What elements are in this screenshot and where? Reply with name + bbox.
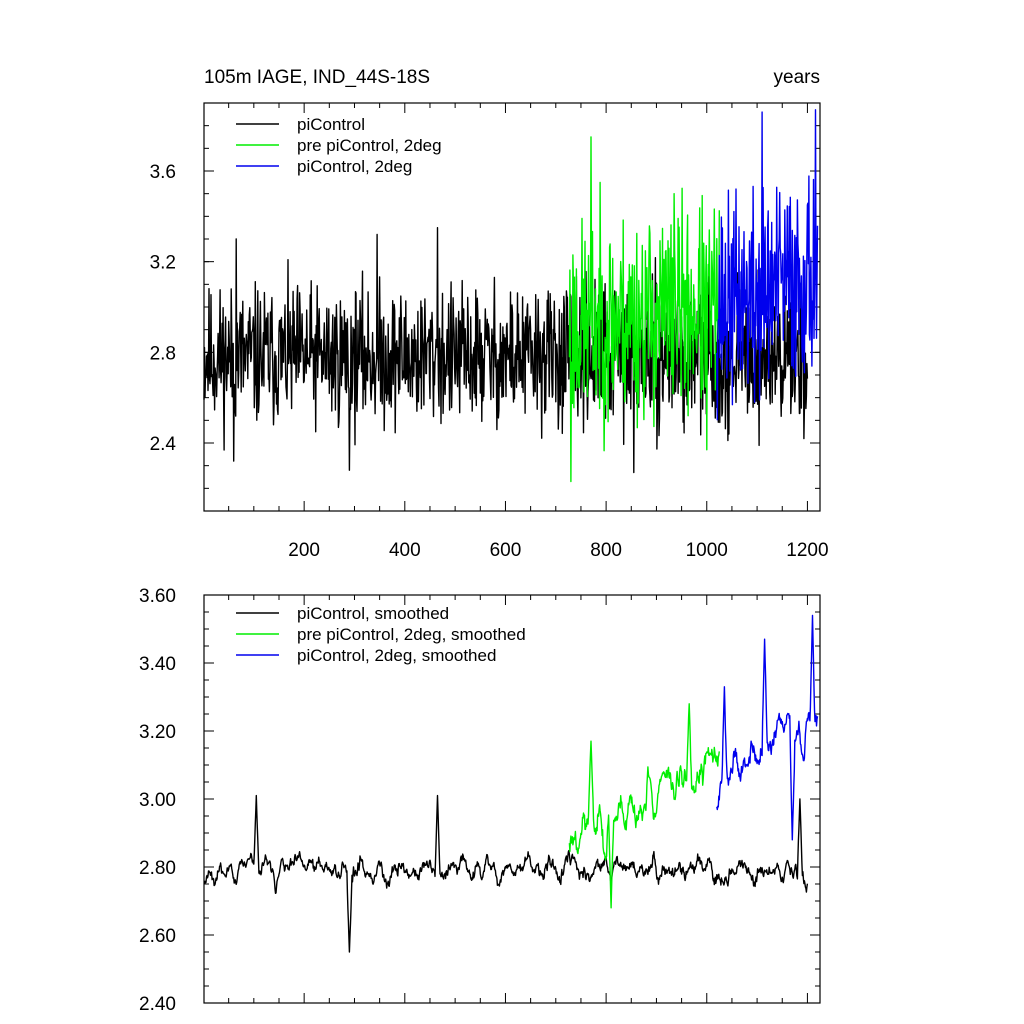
y-tick-label: 2.60 — [139, 926, 176, 947]
series-line-picontrol-smoothed — [203, 794, 809, 953]
plot-frame — [203, 594, 821, 1004]
y-tick-label: 2.80 — [139, 858, 176, 879]
legend: piControl, smoothed pre piControl, 2deg, … — [236, 604, 526, 665]
x-tick-label: 1000 — [686, 540, 728, 561]
plot-area — [203, 614, 819, 953]
y-tick-label: 3.6 — [150, 162, 176, 183]
series-line-pre-picontrol-2deg-smoothed — [568, 703, 720, 909]
legend-label: piControl, 2deg — [297, 157, 412, 176]
x-tick-label: 400 — [389, 540, 421, 561]
series-line-picontrol-2deg — [716, 109, 819, 421]
y-tick-label: 3.00 — [139, 790, 176, 811]
y-tick-label: 3.2 — [150, 253, 176, 274]
panel-smoothed: 2.40 2.60 2.80 3.00 3.20 3.40 3.60 piControl, … — [139, 586, 821, 1015]
x-tick-label: 200 — [288, 540, 320, 561]
y-tick-label: 3.40 — [139, 654, 176, 675]
series-line-picontrol-2deg-smoothed — [716, 614, 819, 841]
plot-area — [203, 109, 819, 483]
y-tick-label: 2.40 — [139, 994, 176, 1015]
legend-label: pre piControl, 2deg, smoothed — [297, 625, 526, 644]
series-line-pre-picontrol-2deg — [568, 136, 720, 483]
panel-title: 105m IAGE, IND_44S-18S — [204, 67, 430, 88]
legend-label: piControl, 2deg, smoothed — [297, 646, 496, 665]
axis-ticks: 200 400 600 800 1000 1200 2.4 2.8 3.2 3.6 — [150, 102, 829, 561]
y-tick-label: 3.20 — [139, 722, 176, 743]
y-tick-label: 3.60 — [139, 586, 176, 607]
x-tick-label: 1200 — [786, 540, 828, 561]
legend-label: piControl, smoothed — [297, 604, 449, 623]
x-tick-label: 800 — [590, 540, 622, 561]
panel-raw: 105m IAGE, IND_44S-18S years 200 400 600 80… — [150, 67, 829, 561]
legend: piControl pre piControl, 2deg piControl, 2… — [236, 115, 442, 176]
x-tick-label: 600 — [490, 540, 522, 561]
axis-ticks: 2.40 2.60 2.80 3.00 3.20 3.40 3.60 — [139, 586, 820, 1015]
legend-label: piControl — [297, 115, 365, 134]
y-tick-label: 2.8 — [150, 343, 176, 364]
y-tick-label: 2.4 — [150, 434, 177, 455]
plot-frame — [203, 102, 821, 512]
legend-label: pre piControl, 2deg — [297, 136, 442, 155]
panel-units-label: years — [774, 67, 820, 88]
